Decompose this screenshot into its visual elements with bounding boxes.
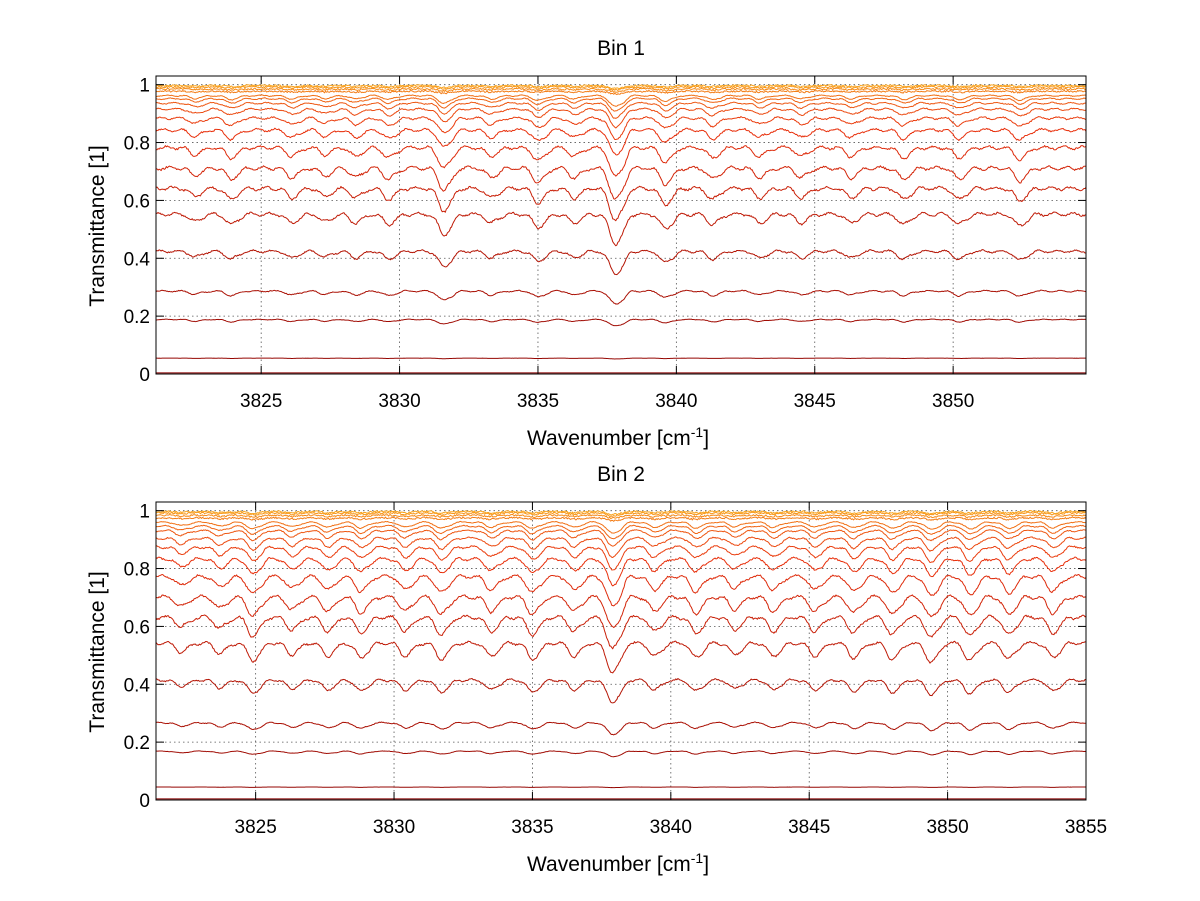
grid-lines — [156, 502, 1086, 800]
y-tick-label: 0 — [139, 791, 150, 812]
x-tick-label: 3840 — [655, 391, 697, 412]
series-group — [155, 84, 1087, 374]
series-line — [155, 289, 1087, 305]
series-line — [155, 185, 1087, 222]
x-tick-label: 3850 — [926, 817, 968, 838]
plot-bin-2: Bin 2 3825 3830 3835 3840 3845 3850 3855 0 0.2 0.… — [86, 463, 1107, 876]
x-tick-label: 3825 — [235, 817, 277, 838]
y-tick-label: 1 — [139, 502, 150, 523]
x-tick-label: 3845 — [788, 817, 830, 838]
series-line — [155, 516, 1087, 522]
x-axis-label: Wavenumber [cm-1] — [527, 850, 709, 876]
plot-area — [156, 76, 1086, 374]
series-line — [155, 545, 1087, 571]
x-tick-label: 3855 — [1065, 817, 1107, 838]
axes-frame — [155, 75, 1087, 375]
series-line — [155, 116, 1087, 141]
series-line — [155, 357, 1087, 360]
series-line — [155, 536, 1087, 559]
series-line — [155, 318, 1087, 327]
y-tick-label: 0.6 — [124, 191, 150, 212]
plot-title: Bin 2 — [597, 463, 645, 486]
series-line — [155, 85, 1087, 92]
series-line — [155, 94, 1087, 107]
y-tick-label: 0.4 — [124, 249, 151, 270]
series-line — [155, 786, 1087, 789]
y-tick-label: 0.2 — [124, 307, 150, 328]
y-tick-label: 0.6 — [124, 617, 150, 638]
axes-frame — [155, 501, 1087, 801]
series-line — [155, 573, 1087, 607]
y-tick-label: 0.4 — [124, 675, 151, 696]
series-line — [155, 87, 1087, 93]
series-line — [155, 127, 1087, 156]
series-line — [155, 524, 1087, 540]
series-group — [155, 510, 1087, 800]
ticks: 3825 3830 3835 3840 3845 3850 0 0.2 0.4 0.6 0.8 1 — [124, 76, 1086, 412]
series-line — [155, 721, 1087, 736]
series-line — [155, 520, 1087, 534]
x-tick-label: 3845 — [794, 391, 836, 412]
y-tick-label: 0.8 — [124, 560, 150, 581]
series-line — [155, 145, 1087, 177]
x-tick-label: 3850 — [932, 391, 974, 412]
grid-lines — [156, 76, 1086, 374]
plot-bin-1: Bin 1 3825 3830 3835 3840 3845 3850 0 0.2 0.4 0.6… — [86, 37, 1087, 450]
x-tick-label: 3830 — [373, 817, 415, 838]
series-line — [155, 211, 1087, 247]
ticks: 3825 3830 3835 3840 3845 3850 3855 0 0.2 0.4 0.6 0.… — [124, 502, 1108, 838]
y-tick-label: 0 — [139, 365, 150, 386]
x-tick-label: 3840 — [650, 817, 692, 838]
series-line — [155, 511, 1087, 517]
y-tick-label: 1 — [139, 76, 150, 97]
series-line — [155, 101, 1087, 119]
series-line — [155, 614, 1087, 650]
series-line — [155, 249, 1087, 276]
series-line — [155, 556, 1087, 587]
x-axis-label: Wavenumber [cm-1] — [527, 424, 709, 450]
y-axis-label: Transmittance [1] — [86, 571, 109, 732]
series-line — [155, 640, 1087, 674]
series-line — [155, 84, 1087, 90]
series-line — [155, 750, 1087, 758]
plot-title: Bin 1 — [597, 37, 645, 60]
series-line — [155, 529, 1087, 547]
series-line — [155, 513, 1087, 520]
series-line — [155, 107, 1087, 129]
series-line — [155, 97, 1087, 112]
x-tick-label: 3835 — [511, 817, 553, 838]
series-line — [155, 510, 1087, 516]
y-tick-label: 0.2 — [124, 733, 150, 754]
y-tick-label: 0.8 — [124, 134, 150, 155]
x-tick-label: 3835 — [517, 391, 559, 412]
y-axis-label: Transmittance [1] — [86, 145, 109, 306]
series-line — [155, 165, 1087, 200]
plot-area — [156, 502, 1086, 800]
series-line — [155, 89, 1087, 96]
series-line — [155, 678, 1087, 704]
x-tick-label: 3825 — [240, 391, 282, 412]
series-line — [155, 594, 1087, 629]
x-tick-label: 3830 — [378, 391, 420, 412]
